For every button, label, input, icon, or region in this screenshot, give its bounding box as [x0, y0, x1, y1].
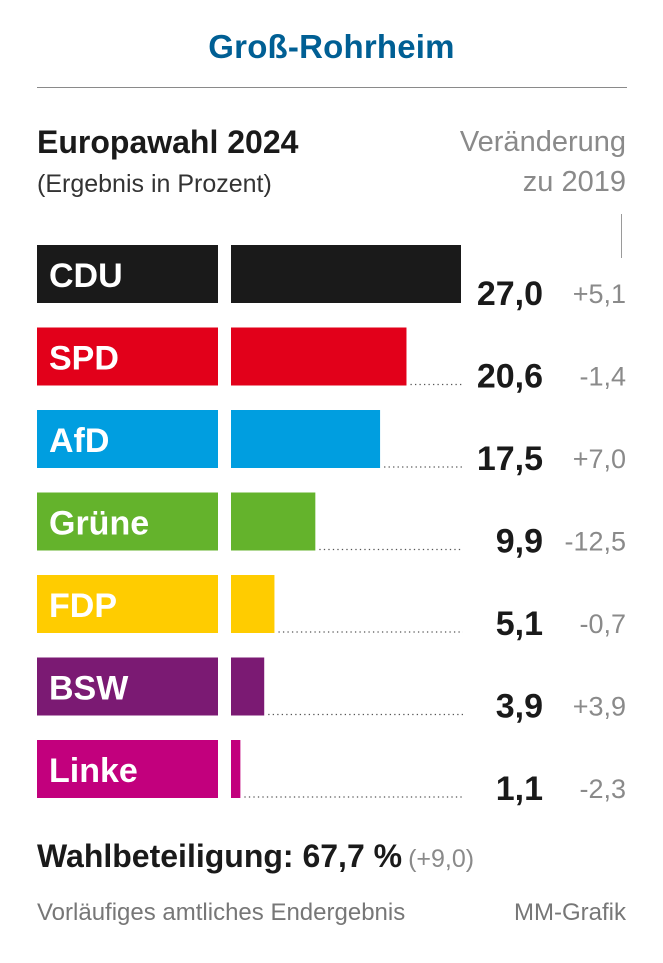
value-label-linke: 1,1 [496, 770, 543, 808]
bar-afd [231, 410, 381, 468]
value-label-spd: 20,6 [477, 358, 543, 396]
party-label-bsw: BSW [49, 670, 129, 708]
change-column-header-line2: zu 2019 [522, 166, 626, 198]
bar-cdu [231, 245, 461, 303]
value-label-afd: 17,5 [477, 440, 543, 478]
party-label-box-linke [37, 740, 218, 798]
party-label-box-bsw [37, 657, 218, 716]
change-label-bsw: +3,9 [573, 692, 626, 722]
party-label-afd: AfD [49, 422, 109, 460]
bar-spd [231, 327, 407, 386]
party-label-cdu: CDU [49, 257, 123, 295]
graphic-credit: MM-Grafik [514, 899, 626, 926]
value-label-bsw: 3,9 [496, 688, 543, 726]
change-label-linke: -2,3 [579, 774, 626, 804]
place-title: Groß-Rohrheim [208, 28, 455, 65]
turnout-label: Wahlbeteiligung: 67,7 % [37, 838, 403, 874]
bar-grne [231, 492, 316, 551]
change-column-header-line1: Veränderung [459, 126, 626, 158]
change-label-cdu: +5,1 [573, 279, 626, 309]
turnout-change: (+9,0) [408, 845, 475, 873]
party-label-box-cdu [37, 245, 218, 303]
bar-fdp [231, 575, 275, 633]
change-label-grne: -12,5 [564, 527, 626, 557]
party-label-box-grne [37, 492, 218, 551]
chart-title: Europawahl 2024 [37, 124, 299, 160]
bar-linke [231, 740, 241, 798]
party-label-box-afd [37, 410, 218, 468]
change-label-afd: +7,0 [573, 444, 626, 474]
party-label-spd: SPD [49, 340, 119, 378]
change-label-spd: -1,4 [579, 362, 626, 392]
turnout-line: Wahlbeteiligung: 67,7 % (+9,0) [37, 838, 474, 875]
party-label-box-spd [37, 327, 218, 386]
bar-bsw [231, 657, 265, 716]
party-label-grne: Grüne [49, 505, 149, 543]
change-column-tick [621, 214, 622, 258]
party-label-linke: Linke [49, 752, 138, 790]
value-label-grne: 9,9 [496, 523, 543, 561]
title-divider [37, 87, 627, 88]
value-label-fdp: 5,1 [496, 605, 543, 643]
party-label-fdp: FDP [49, 587, 117, 625]
party-label-box-fdp [37, 575, 218, 633]
chart-subtitle: (Ergebnis in Prozent) [37, 170, 272, 198]
change-label-fdp: -0,7 [579, 609, 626, 639]
value-label-cdu: 27,0 [477, 275, 543, 313]
source-note: Vorläufiges amtliches Endergebnis [37, 899, 406, 926]
